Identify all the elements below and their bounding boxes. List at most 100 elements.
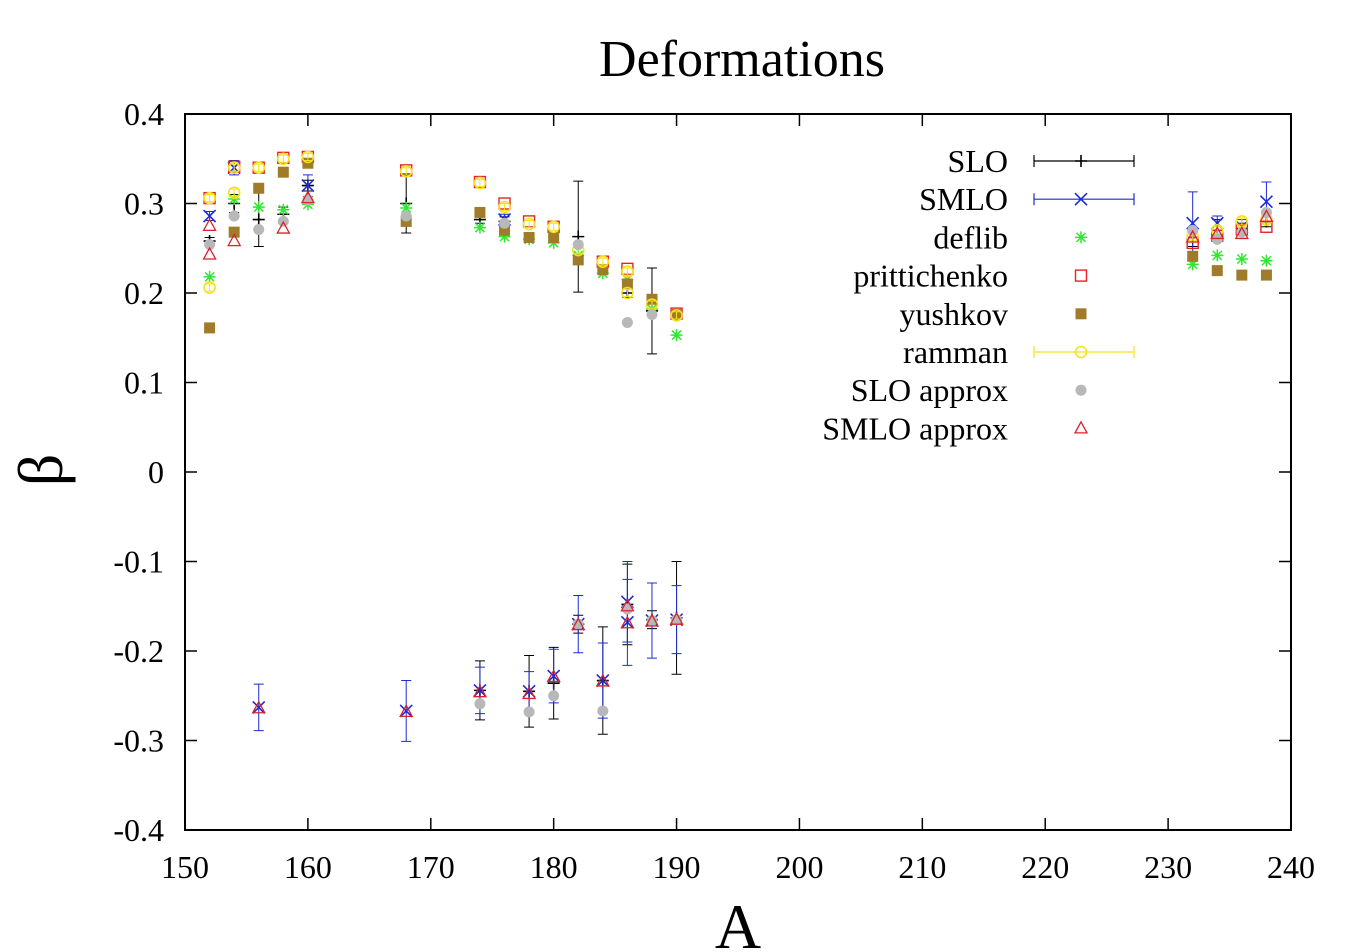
point-filled-square (621, 278, 633, 290)
point-filled-circle (1236, 226, 1248, 238)
point-filled-square (1236, 269, 1248, 281)
point-x (252, 700, 266, 714)
point-asterisk (252, 201, 265, 214)
point-x (301, 179, 315, 193)
point-open-triangle (1210, 226, 1225, 240)
y-tick-label: 0 (148, 454, 164, 490)
point-filled-circle (597, 705, 609, 717)
error-bar (278, 154, 289, 163)
legend-line (1033, 346, 1135, 358)
point-filled-square (204, 322, 216, 334)
x-tick-label: 200 (775, 849, 823, 885)
legend-item: prittichenko (853, 258, 1088, 294)
legend-label: deflib (933, 219, 1008, 255)
legend: SLOSMLOdeflibprittichenkoyushkovrammanSL… (822, 143, 1135, 446)
point-plus (252, 213, 265, 226)
point-open-triangle (472, 684, 488, 698)
point-open-triangle (521, 686, 537, 700)
y-tick-label: -0.3 (113, 723, 164, 759)
point-open-triangle (1234, 226, 1249, 240)
point-open-triangle (227, 233, 242, 247)
point-open-triangle (595, 673, 610, 687)
legend-label: SLO (948, 143, 1008, 179)
legend-item: SMLO approx (822, 410, 1089, 446)
x-tick-label: 150 (161, 849, 209, 885)
point-x (203, 209, 217, 223)
x-tick-label: 160 (284, 849, 332, 885)
point-open-circle (227, 186, 241, 200)
y-tick-label: 0.3 (124, 186, 164, 222)
x-axis-ticks: 150 160 170 180 190 200 210 220 230 240 (161, 114, 1315, 885)
legend-label: ramman (903, 334, 1008, 370)
point-open-triangle (399, 704, 414, 718)
point-x (399, 704, 413, 718)
point-filled-circle (253, 223, 265, 235)
y-tick-label: 0.1 (124, 365, 164, 401)
error-bar (597, 257, 608, 266)
point-open-circle (203, 281, 216, 294)
point-filled-square (523, 232, 535, 244)
y-tick-label: -0.4 (113, 812, 164, 848)
point-asterisk (473, 221, 486, 234)
point-filled-square (548, 232, 560, 244)
y-tick-label: 0.4 (124, 96, 164, 132)
data-series (202, 150, 1274, 742)
error-bar (204, 194, 215, 203)
point-filled-square (499, 224, 511, 236)
point-filled-circle (572, 618, 584, 630)
legend-item: SLO approx (851, 372, 1087, 408)
plot-frame (184, 113, 1292, 831)
legend-label: yushkov (900, 296, 1008, 332)
legend-item: yushkov (900, 296, 1087, 332)
point-x (596, 673, 610, 688)
series-yushkov (204, 157, 1272, 334)
point-filled-circle (474, 698, 486, 710)
series-slo (203, 173, 1273, 735)
series-smlo (203, 160, 1273, 742)
y-tick-label: -0.1 (113, 544, 164, 580)
x-tick-label: 220 (1021, 849, 1069, 885)
point-filled-circle (646, 308, 658, 320)
point-open-circle (252, 161, 266, 174)
point-open-triangle (202, 218, 217, 232)
legend-line (1033, 193, 1135, 206)
point-open-circle (547, 220, 560, 234)
point-asterisk (498, 230, 511, 243)
point-filled-circle (523, 706, 535, 718)
point-open-circle (301, 150, 315, 164)
chart-title: Deformations (599, 31, 885, 88)
point-plus (1075, 155, 1087, 167)
point-open-circle (277, 152, 290, 166)
series-smlo-approx (202, 190, 1274, 718)
point-open-triangle (1259, 209, 1274, 223)
error-bar (204, 283, 215, 292)
point-open-triangle (669, 611, 684, 625)
point-open-circle (1074, 345, 1088, 359)
point-filled-circle (1211, 233, 1223, 245)
point-filled-square (1075, 308, 1087, 320)
legend-item: SMLO (919, 181, 1135, 217)
x-tick-label: 180 (530, 849, 578, 885)
point-asterisk (277, 203, 290, 216)
point-asterisk (1075, 231, 1087, 244)
error-bar (253, 163, 264, 172)
point-open-triangle (644, 613, 660, 627)
x-tick-label: 240 (1267, 849, 1315, 885)
x-tick-label: 170 (407, 849, 455, 885)
series-ramman (203, 150, 1273, 322)
point-open-triangle (202, 246, 217, 260)
point-open-circle (399, 164, 413, 178)
point-open-circle (473, 176, 487, 190)
y-tick-label: 0.2 (124, 275, 164, 311)
series-prittichenko (203, 150, 1273, 320)
point-filled-square (572, 254, 584, 266)
point-asterisk (1186, 258, 1199, 271)
point-asterisk (1211, 249, 1224, 262)
x-tick-label: 190 (653, 849, 701, 885)
point-x (547, 669, 561, 683)
legend-label: SLO approx (851, 372, 1008, 408)
point-filled-circle (400, 210, 412, 222)
point-open-circle (227, 161, 241, 174)
point-x (1074, 192, 1088, 206)
